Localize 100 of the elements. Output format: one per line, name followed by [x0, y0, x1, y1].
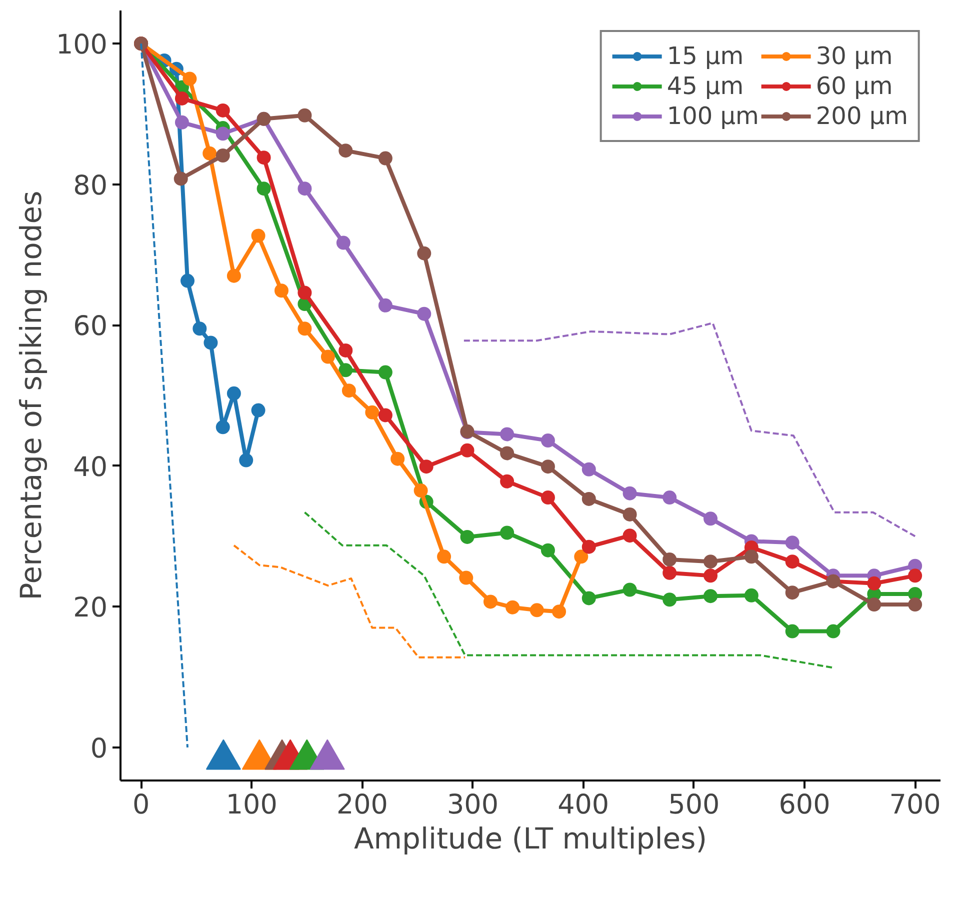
y-axis-title: Percentage of spiking nodes — [14, 190, 48, 600]
y-tick-label: 20 — [73, 592, 108, 624]
point — [540, 543, 555, 558]
point — [338, 144, 353, 158]
point — [867, 598, 882, 612]
point — [417, 306, 432, 321]
point — [540, 434, 555, 448]
point — [204, 336, 218, 350]
legend-label: 60 µm — [816, 72, 893, 100]
point — [582, 462, 596, 476]
legend-label: 30 µm — [816, 42, 893, 70]
point — [662, 566, 677, 580]
point — [202, 146, 217, 160]
point — [540, 460, 555, 474]
point — [622, 582, 637, 597]
point — [826, 624, 840, 638]
point — [908, 568, 922, 583]
point — [785, 624, 800, 638]
point — [704, 589, 718, 604]
point — [622, 486, 637, 500]
point — [417, 246, 432, 260]
point — [365, 405, 380, 420]
x-tick-label: 500 — [668, 790, 720, 820]
line-series — [462, 322, 916, 538]
point — [704, 512, 718, 526]
point — [582, 492, 596, 506]
point — [582, 591, 596, 606]
point — [378, 365, 392, 380]
point — [500, 474, 514, 488]
point — [239, 453, 254, 468]
point — [390, 452, 405, 466]
point — [744, 588, 758, 602]
legend-label: 200 µm — [816, 102, 908, 130]
point — [574, 550, 588, 564]
point — [704, 554, 718, 569]
point — [419, 460, 434, 474]
point — [662, 490, 677, 505]
x-axis-title: Amplitude (LT multiples) — [354, 822, 708, 856]
point — [336, 236, 350, 250]
point — [500, 427, 514, 442]
point — [251, 403, 266, 418]
point — [378, 298, 392, 312]
x-tick-label: 200 — [336, 790, 388, 820]
point — [174, 115, 189, 130]
point — [785, 586, 800, 600]
y-tick-label: 40 — [73, 452, 108, 483]
x-tick-label: 600 — [778, 790, 830, 820]
point — [908, 598, 922, 612]
point — [460, 443, 474, 458]
point — [744, 550, 758, 564]
point — [540, 490, 555, 505]
point — [437, 550, 452, 564]
point — [320, 350, 335, 364]
x-tick-label: 700 — [889, 790, 941, 820]
point — [338, 363, 353, 378]
point — [530, 603, 544, 618]
point — [785, 554, 800, 569]
x-tick-label: 400 — [558, 790, 610, 820]
point — [483, 594, 498, 609]
point — [192, 322, 207, 336]
legend-label: 100 µm — [666, 102, 759, 130]
point — [256, 150, 271, 165]
point — [378, 408, 392, 422]
point — [867, 576, 882, 590]
point — [226, 268, 241, 283]
point — [785, 536, 800, 550]
point — [500, 446, 514, 460]
point — [460, 530, 474, 544]
point — [216, 420, 230, 434]
point — [459, 570, 474, 585]
x-tick-label: 0 — [132, 790, 150, 820]
point — [216, 148, 230, 162]
point — [298, 182, 312, 196]
point — [274, 284, 288, 298]
point — [704, 568, 718, 583]
point — [622, 528, 637, 543]
point — [216, 126, 230, 141]
point — [662, 552, 677, 566]
y-tick-label: 0 — [90, 733, 108, 764]
legend-label: 15 µm — [666, 42, 744, 70]
point — [622, 507, 637, 522]
legend-label: 45 µm — [666, 72, 744, 100]
point — [338, 343, 353, 358]
point — [180, 274, 195, 288]
y-tick-label: 80 — [73, 170, 108, 202]
point — [506, 600, 520, 614]
point — [298, 286, 312, 300]
point — [414, 484, 428, 498]
point — [256, 182, 271, 196]
point — [174, 91, 189, 106]
line-series — [232, 544, 466, 658]
point — [182, 72, 197, 86]
point — [298, 322, 312, 336]
x-tick-label: 300 — [447, 790, 499, 820]
point — [500, 526, 514, 540]
point — [216, 103, 230, 118]
point — [582, 540, 596, 554]
point — [174, 172, 188, 186]
point — [662, 592, 677, 607]
point — [378, 151, 392, 166]
